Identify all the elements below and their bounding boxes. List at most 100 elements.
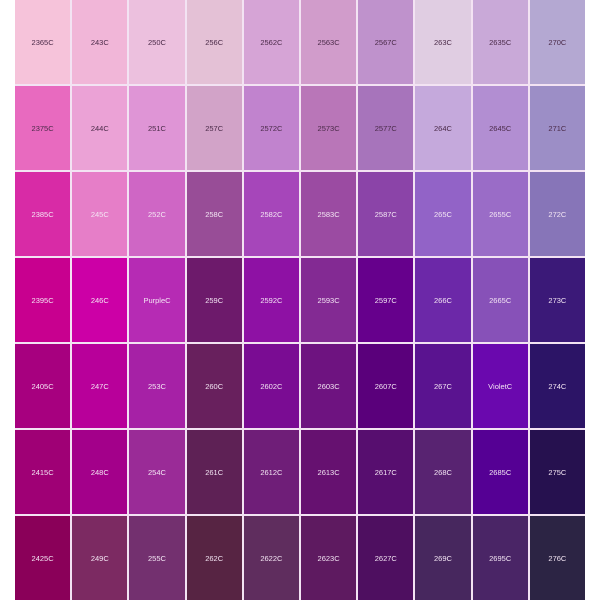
swatch-label: 2415C [31, 467, 54, 477]
color-swatch: 272C [529, 172, 585, 256]
swatch-label: 2425C [31, 553, 54, 563]
swatch-label: VioletC [488, 381, 513, 391]
swatch-label: 2592C [260, 295, 283, 305]
color-swatch: 252C [129, 172, 185, 256]
swatch-label: 260C [205, 381, 224, 391]
color-swatch: PurpleC [129, 258, 185, 342]
color-swatch: 2395C [15, 258, 71, 342]
color-swatch: 2405C [15, 344, 71, 428]
swatch-label: 250C [148, 37, 166, 47]
color-swatch: 247C [72, 344, 128, 428]
swatch-label: 2613C [317, 467, 340, 477]
swatch-label: 258C [205, 209, 224, 219]
color-swatch: 2375C [15, 86, 71, 170]
color-swatch: 271C [529, 86, 585, 170]
color-swatch-grid: 2365C 243C 250C 256C 2562C 2563C 2567C 263C 2635… [15, 0, 585, 600]
swatch-label: 2655C [489, 209, 512, 219]
color-swatch: 2577C [358, 86, 414, 170]
color-swatch: 2607C [358, 344, 414, 428]
swatch-label: 262C [205, 553, 224, 563]
swatch-label: 2622C [260, 553, 283, 563]
color-swatch: 2593C [301, 258, 357, 342]
color-swatch: 270C [529, 0, 585, 84]
swatch-label: 259C [205, 295, 224, 305]
color-swatch: 245C [72, 172, 128, 256]
swatch-label: 2573C [317, 123, 340, 133]
swatch-label: 2365C [31, 37, 54, 47]
swatch-label: 2612C [260, 467, 283, 477]
swatch-label: 252C [148, 209, 166, 219]
swatch-label: 2395C [31, 295, 54, 305]
swatch-label: 2665C [489, 295, 512, 305]
color-swatch: 250C [129, 0, 185, 84]
color-swatch: 2685C [472, 430, 528, 514]
color-swatch: 244C [72, 86, 128, 170]
swatch-label: 2607C [374, 381, 397, 391]
color-swatch: 2665C [472, 258, 528, 342]
swatch-label: 2577C [374, 123, 397, 133]
color-swatch: 2617C [358, 430, 414, 514]
color-swatch: 255C [129, 516, 185, 600]
swatch-label: 264C [434, 123, 452, 133]
swatch-label: 251C [148, 123, 166, 133]
swatch-label: 273C [548, 295, 567, 305]
color-swatch: VioletC [472, 344, 528, 428]
swatch-label: 2567C [374, 37, 397, 47]
color-swatch: 263C [415, 0, 471, 84]
swatch-label: 2587C [374, 209, 397, 219]
swatch-label: 2623C [317, 553, 340, 563]
color-swatch: 249C [72, 516, 128, 600]
swatch-label: 2572C [260, 123, 283, 133]
color-swatch: 259C [186, 258, 242, 342]
swatch-label: 268C [434, 467, 452, 477]
color-swatch: 2613C [301, 430, 357, 514]
color-swatch: 275C [529, 430, 585, 514]
color-swatch: 2567C [358, 0, 414, 84]
swatch-label: 2375C [31, 123, 54, 133]
swatch-label: 244C [90, 123, 109, 133]
swatch-label: 2562C [260, 37, 283, 47]
color-swatch: 2385C [15, 172, 71, 256]
color-swatch: 2592C [243, 258, 299, 342]
swatch-label: 247C [90, 381, 109, 391]
color-swatch: 2587C [358, 172, 414, 256]
color-swatch: 2572C [243, 86, 299, 170]
swatch-label: 255C [148, 553, 166, 563]
swatch-label: 246C [90, 295, 109, 305]
color-swatch: 266C [415, 258, 471, 342]
color-swatch: 2582C [243, 172, 299, 256]
swatch-label: 257C [205, 123, 224, 133]
swatch-label: 269C [434, 553, 452, 563]
swatch-label: 270C [548, 37, 567, 47]
color-swatch: 251C [129, 86, 185, 170]
color-swatch: 2695C [472, 516, 528, 600]
swatch-label: 271C [548, 123, 567, 133]
color-swatch: 2563C [301, 0, 357, 84]
color-swatch: 2562C [243, 0, 299, 84]
swatch-label: 2593C [317, 295, 340, 305]
color-swatch: 267C [415, 344, 471, 428]
swatch-label: 276C [548, 553, 567, 563]
color-swatch: 274C [529, 344, 585, 428]
swatch-label: 2602C [260, 381, 283, 391]
color-swatch: 254C [129, 430, 185, 514]
color-swatch: 2645C [472, 86, 528, 170]
swatch-label: 274C [548, 381, 567, 391]
swatch-label: 272C [548, 209, 567, 219]
swatch-label: 2405C [31, 381, 54, 391]
swatch-label: 2385C [31, 209, 54, 219]
swatch-label: 267C [434, 381, 452, 391]
swatch-label: 2563C [317, 37, 340, 47]
color-swatch: 258C [186, 172, 242, 256]
swatch-label: 2582C [260, 209, 283, 219]
color-swatch: 276C [529, 516, 585, 600]
color-swatch: 2597C [358, 258, 414, 342]
swatch-label: 2635C [489, 37, 512, 47]
color-swatch: 2365C [15, 0, 71, 84]
color-swatch: 2635C [472, 0, 528, 84]
color-swatch: 253C [129, 344, 185, 428]
color-swatch: 2627C [358, 516, 414, 600]
swatch-label: 2617C [374, 467, 397, 477]
swatch-label: 261C [205, 467, 224, 477]
color-swatch: 261C [186, 430, 242, 514]
